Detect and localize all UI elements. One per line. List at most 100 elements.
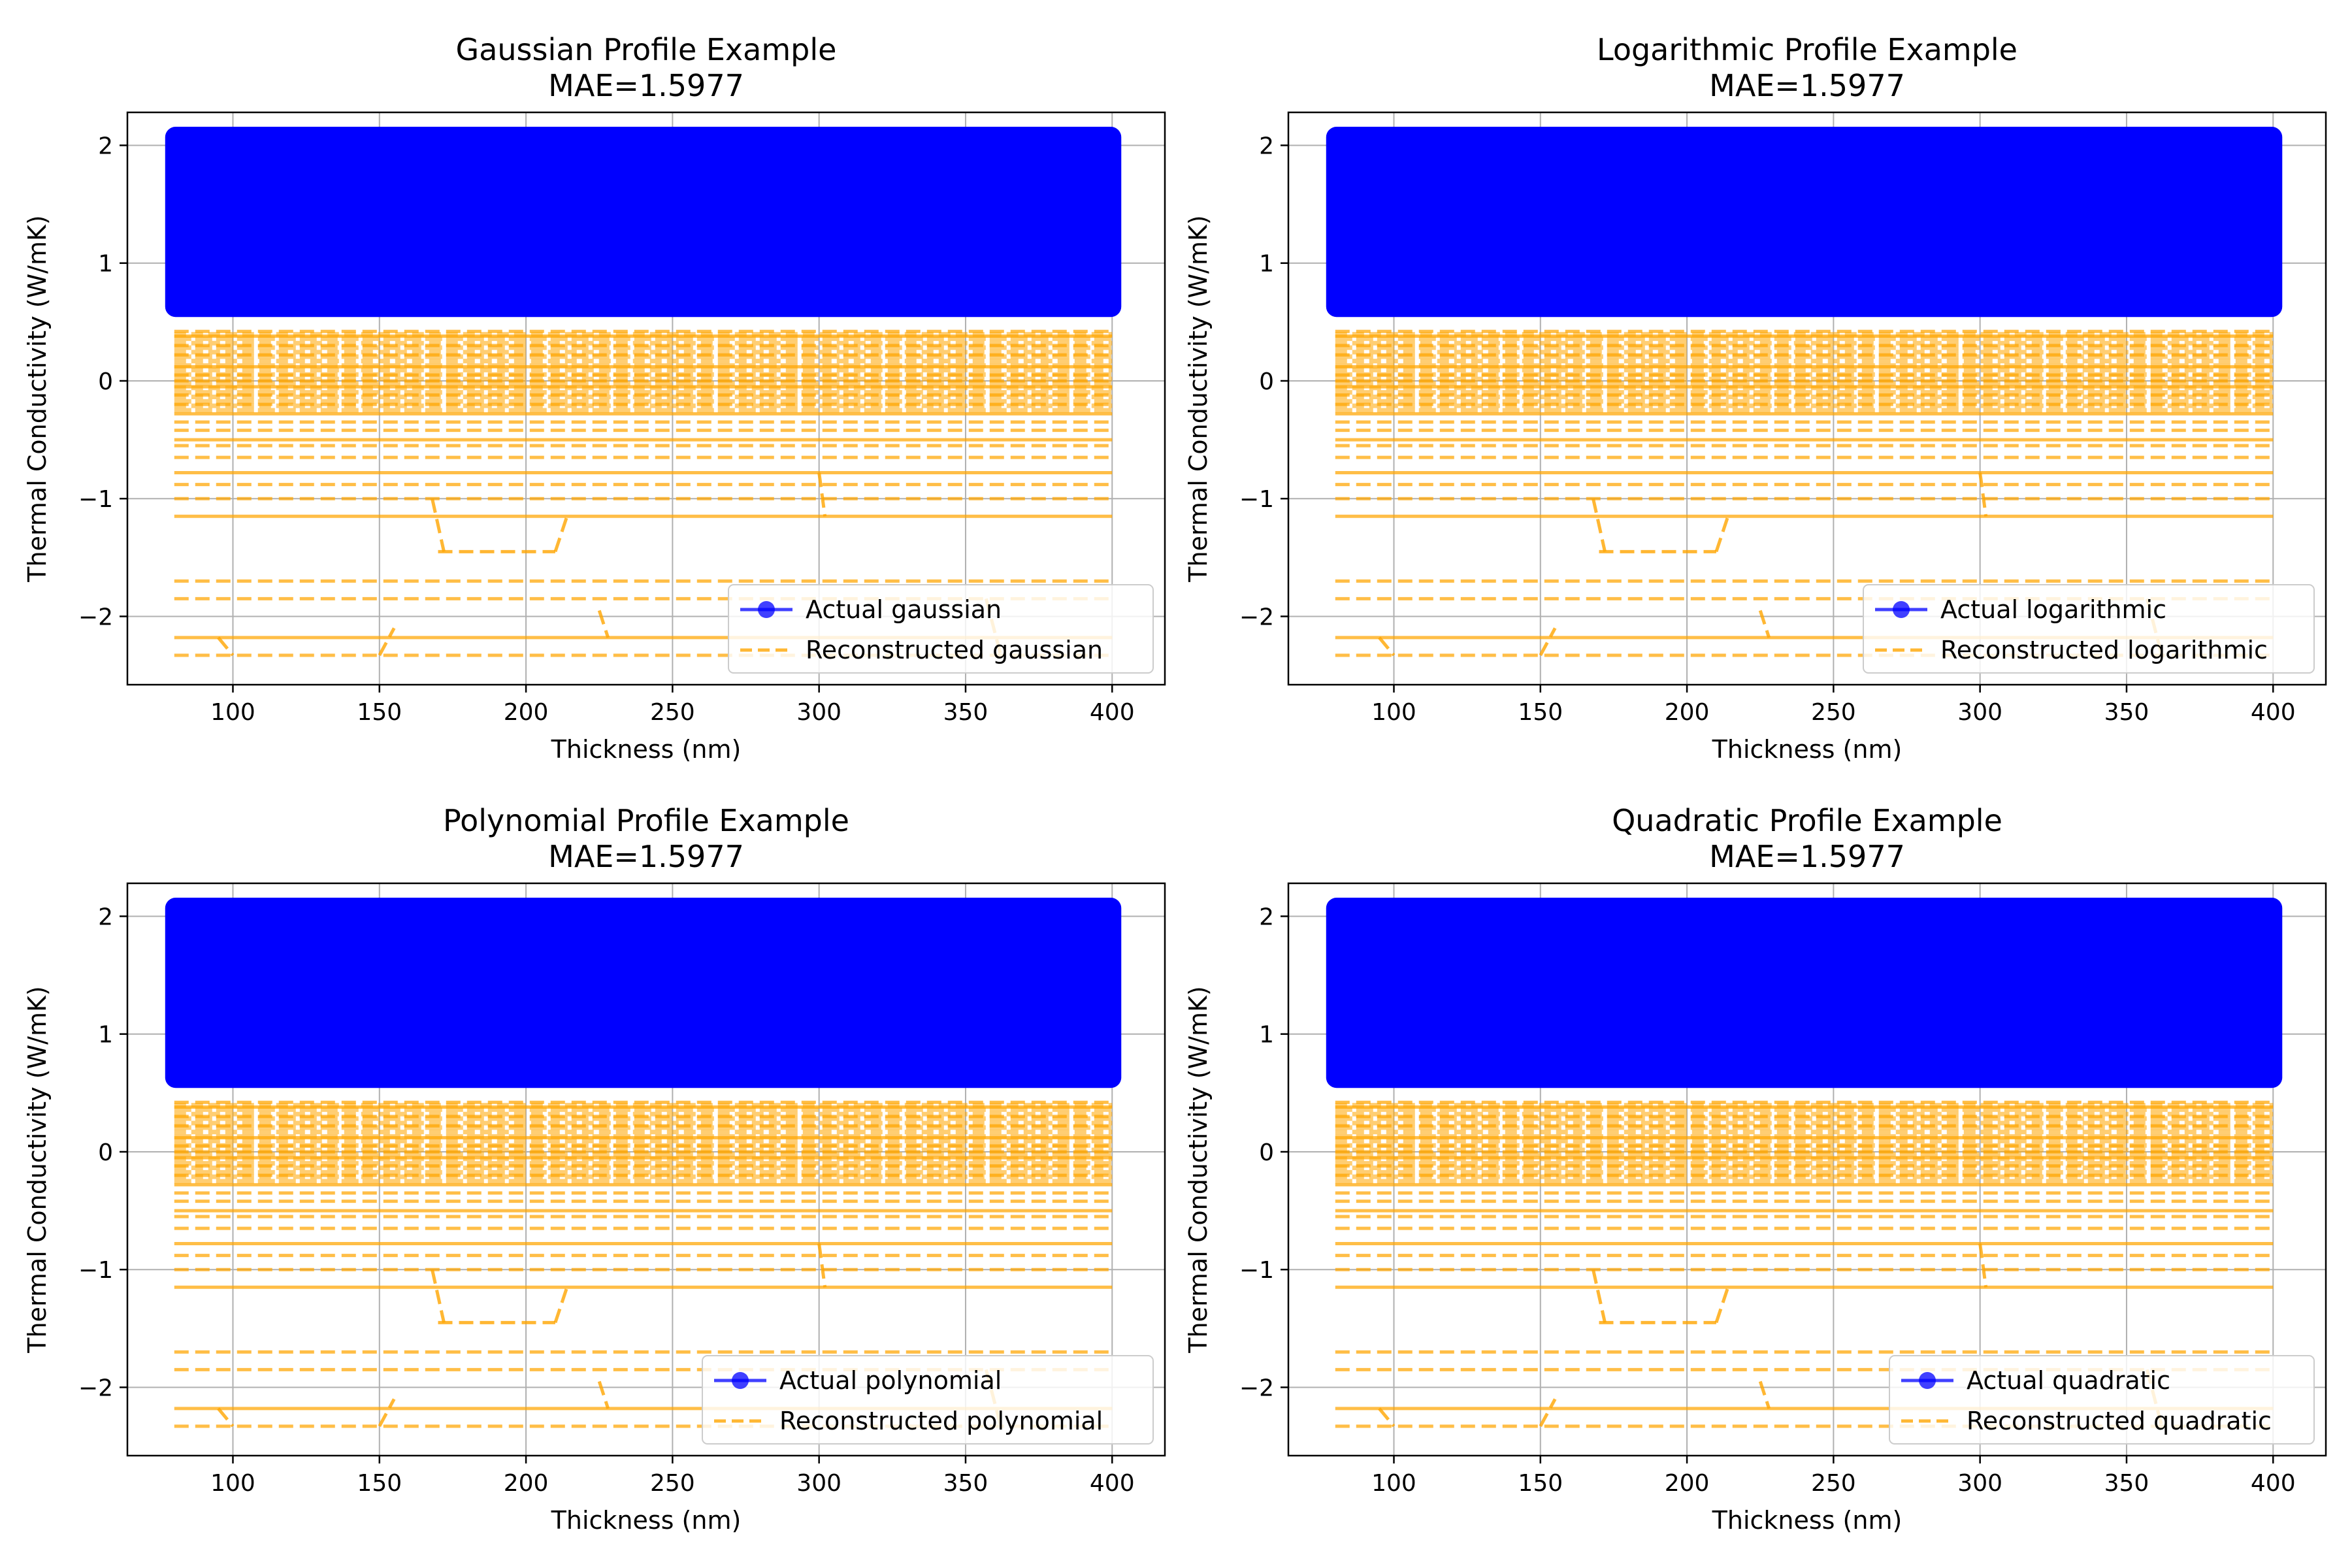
reconstructed-step xyxy=(1758,610,1771,638)
legend-label-reconstructed: Reconstructed gaussian xyxy=(806,636,1103,664)
chart-title: Quadratic Profile Example xyxy=(1612,803,2002,838)
legend-marker-actual xyxy=(1919,1372,1936,1389)
x-tick-label: 400 xyxy=(1090,1470,1135,1497)
reconstructed-step xyxy=(817,472,827,517)
chart-subtitle: MAE=1.5977 xyxy=(1709,839,1905,874)
reconstructed-step xyxy=(597,1380,610,1409)
y-tick-label: 0 xyxy=(1259,1139,1274,1166)
x-tick-label: 400 xyxy=(2251,1470,2296,1497)
y-tick-label: −2 xyxy=(1239,604,1274,630)
legend-box xyxy=(702,1355,1154,1445)
reconstructed-step xyxy=(1978,472,1988,517)
actual-series-band xyxy=(1326,898,2283,1088)
reconstructed-step xyxy=(378,627,396,657)
legend: Actual logarithmic Reconstructed logarith… xyxy=(1863,584,2315,674)
reconstructed-step xyxy=(597,610,610,638)
reconstructed-step xyxy=(217,1407,235,1428)
axes-frame xyxy=(1287,882,2327,1457)
x-tick-label: 400 xyxy=(2251,699,2296,726)
legend-box xyxy=(1889,1355,2315,1445)
x-tick-label: 150 xyxy=(1518,1470,1563,1497)
reconstructed-step xyxy=(1978,1243,1988,1288)
legend-label-reconstructed: Reconstructed logarithmic xyxy=(1940,636,2268,664)
x-tick-label: 250 xyxy=(650,699,695,726)
legend-marker-actual xyxy=(758,601,775,618)
y-tick-label: −1 xyxy=(78,1257,113,1284)
y-tick-label: 0 xyxy=(1259,368,1274,395)
chart-subtitle: MAE=1.5977 xyxy=(548,839,744,874)
y-tick-label: −2 xyxy=(1239,1375,1274,1401)
axes-frame xyxy=(126,882,1166,1457)
chart-panel-2: 100 150 200 250 300 350 400 −2 −1 0 1 2 Logarithmic … xyxy=(1184,32,2327,764)
chart-panel-1: 100 150 200 250 300 350 400 −2 −1 0 1 2 Gaussian Pro… xyxy=(23,32,1166,764)
x-tick-label: 300 xyxy=(796,699,841,726)
reconstructed-step xyxy=(1539,1398,1557,1428)
legend-marker-actual xyxy=(1893,601,1910,618)
x-tick-label: 300 xyxy=(1957,699,2002,726)
reconstructed-step xyxy=(1592,498,1607,552)
x-axis-label: Thickness (nm) xyxy=(551,735,742,764)
y-tick-label: 1 xyxy=(98,251,113,278)
legend-marker-actual xyxy=(732,1372,749,1389)
legend: Actual quadratic Reconstructed quadratic xyxy=(1889,1355,2315,1445)
chart-subtitle: MAE=1.5977 xyxy=(1709,68,1905,103)
axes-frame xyxy=(1287,111,2327,686)
legend: Actual gaussian Reconstructed gaussian xyxy=(728,584,1154,674)
y-axis-label: Thermal Conductivity (W/mK) xyxy=(23,215,52,582)
legend-label-actual: Actual logarithmic xyxy=(1940,595,2166,624)
actual-series-band xyxy=(165,127,1122,318)
x-tick-label: 200 xyxy=(504,699,549,726)
legend-label-actual: Actual polynomial xyxy=(779,1366,1002,1395)
x-tick-label: 150 xyxy=(1518,699,1563,726)
x-tick-label: 200 xyxy=(504,1470,549,1497)
x-tick-label: 400 xyxy=(1090,699,1135,726)
x-tick-label: 100 xyxy=(1371,699,1416,726)
y-tick-label: −2 xyxy=(78,604,113,630)
x-axis-label: Thickness (nm) xyxy=(1712,735,1903,764)
actual-series-band xyxy=(1326,127,2283,318)
reconstructed-step xyxy=(217,636,235,657)
y-tick-label: 0 xyxy=(98,1139,113,1166)
legend-label-reconstructed: Reconstructed polynomial xyxy=(779,1407,1103,1435)
y-tick-label: −1 xyxy=(1239,1257,1274,1284)
y-tick-label: 1 xyxy=(98,1022,113,1049)
y-tick-label: 2 xyxy=(1259,133,1274,159)
x-tick-label: 350 xyxy=(2104,1470,2149,1497)
x-tick-label: 350 xyxy=(943,1470,988,1497)
x-tick-label: 100 xyxy=(210,1470,255,1497)
y-tick-label: −2 xyxy=(78,1375,113,1401)
x-tick-label: 300 xyxy=(1957,1470,2002,1497)
x-tick-label: 250 xyxy=(1811,1470,1856,1497)
y-tick-label: −1 xyxy=(1239,486,1274,513)
legend-box xyxy=(728,584,1154,674)
reconstructed-step xyxy=(1714,1286,1730,1324)
actual-series-band xyxy=(165,898,1122,1088)
plot-area xyxy=(1326,898,2283,1428)
chart-title: Gaussian Profile Example xyxy=(456,32,837,67)
x-tick-label: 350 xyxy=(2104,699,2149,726)
x-axis-label: Thickness (nm) xyxy=(551,1506,742,1535)
axes-frame xyxy=(126,111,1166,686)
reconstructed-step xyxy=(553,515,569,553)
plot-area xyxy=(1326,127,2283,657)
reconstructed-step xyxy=(378,1398,396,1428)
reconstructed-step xyxy=(1592,1269,1607,1323)
reconstructed-step xyxy=(431,1269,446,1323)
x-tick-label: 100 xyxy=(1371,1470,1416,1497)
reconstructed-step xyxy=(1758,1380,1771,1409)
y-tick-label: 0 xyxy=(98,368,113,395)
y-axis-label: Thermal Conductivity (W/mK) xyxy=(23,986,52,1353)
reconstructed-step xyxy=(1714,515,1730,553)
x-tick-label: 300 xyxy=(796,1470,841,1497)
x-tick-label: 100 xyxy=(210,699,255,726)
y-tick-label: 2 xyxy=(1259,904,1274,930)
legend-label-actual: Actual gaussian xyxy=(806,595,1002,624)
y-axis-label: Thermal Conductivity (W/mK) xyxy=(1184,986,1213,1353)
legend: Actual polynomial Reconstructed polynomia… xyxy=(702,1355,1154,1445)
legend-label-reconstructed: Reconstructed quadratic xyxy=(1967,1407,2272,1435)
y-axis-label: Thermal Conductivity (W/mK) xyxy=(1184,215,1213,582)
reconstructed-step xyxy=(1539,627,1557,657)
plot-area xyxy=(165,127,1122,657)
chart-title: Logarithmic Profile Example xyxy=(1597,32,2017,67)
